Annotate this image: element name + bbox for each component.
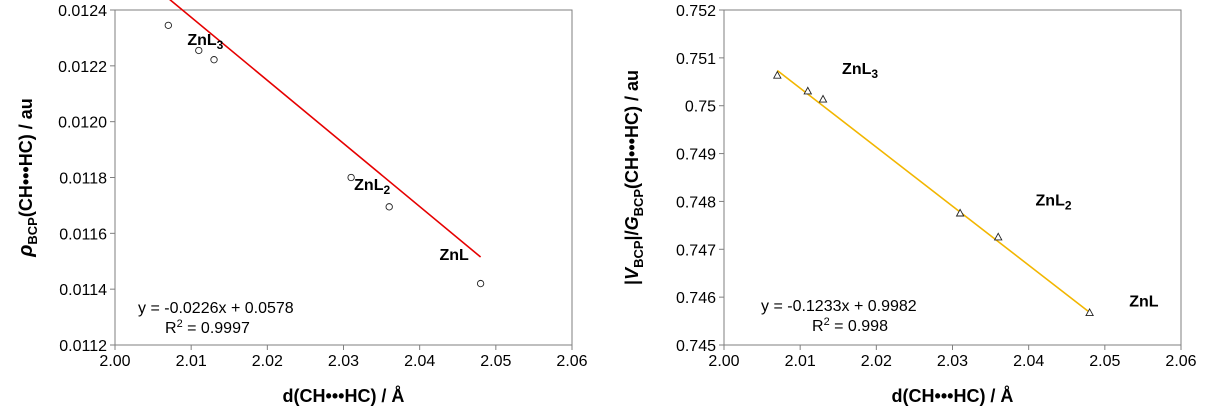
y-axis-title-g: G xyxy=(622,216,642,230)
data-point-triangle xyxy=(803,86,813,95)
data-point-circle xyxy=(210,56,218,64)
y-axis-title-v-subscript: BCP xyxy=(631,240,646,268)
fit-line xyxy=(169,0,482,258)
chart-rho-svg: 2.00 2.01 2.02 2.03 2.04 2.05 2.06 0.0112 0.0114… xyxy=(15,0,588,406)
x-axis-title: d(CH•••HC) / Å xyxy=(892,386,1014,406)
r-squared: R2 = 0.998 xyxy=(812,316,888,335)
y-axis-title-rest: (CH•••HC) / au xyxy=(16,98,36,217)
x-tick-label: 2.00 xyxy=(99,353,130,370)
complex-label-subscript: 2 xyxy=(383,183,390,197)
chart-panel-rho: 2.00 2.01 2.02 2.03 2.04 2.05 2.06 0.0112 0.0114… xyxy=(0,0,600,410)
y-tick-label: 0.0124 xyxy=(58,3,107,20)
data-point-triangle xyxy=(818,94,828,103)
complex-label: ZnL xyxy=(439,247,469,264)
complex-label-base: ZnL xyxy=(439,247,469,264)
y-tick-label: 0.0118 xyxy=(59,171,107,188)
x-tick-label: 2.05 xyxy=(1089,353,1120,370)
x-tick-label: 2.01 xyxy=(785,353,816,370)
x-tick-label: 2.03 xyxy=(937,353,968,370)
complex-label-subscript: 2 xyxy=(1065,199,1072,213)
y-axis-title-v: V xyxy=(622,266,642,280)
r-squared-symbol: R xyxy=(812,318,824,335)
y-tick-label: 0.0114 xyxy=(59,282,107,299)
data-point-triangle xyxy=(772,70,782,79)
complex-label: ZnL xyxy=(1129,294,1159,311)
y-axis-title-separator: |/ xyxy=(622,230,642,240)
y-tick-label: 0.0116 xyxy=(59,226,107,243)
data-point-triangle xyxy=(955,208,965,217)
r-squared-superscript: 2 xyxy=(824,316,830,328)
y-tick-label: 0.747 xyxy=(676,242,716,259)
complex-label: ZnL2 xyxy=(1036,193,1072,213)
y-tick-label: 0.745 xyxy=(676,338,716,355)
regression-equation: y = -0.0226x + 0.0578 xyxy=(138,300,294,317)
plot-area-border xyxy=(723,9,1182,346)
y-tick-label: 0.749 xyxy=(676,147,716,164)
y-axis-title: ρBCP(CH•••HC) / au xyxy=(15,98,40,257)
r-squared-value: = 0.998 xyxy=(830,318,888,335)
y-tick-label: 0.748 xyxy=(676,194,716,211)
x-tick-label: 2.01 xyxy=(176,353,207,370)
x-tick-label: 2.02 xyxy=(252,353,283,370)
data-point-circle xyxy=(476,279,485,288)
data-point-circle xyxy=(195,46,203,55)
complex-label-base: ZnL xyxy=(842,61,872,78)
x-tick-label: 2.05 xyxy=(480,353,511,370)
complex-label: ZnL3 xyxy=(842,61,878,81)
complex-label-base: ZnL xyxy=(1036,193,1066,210)
plot-area-border xyxy=(114,9,573,346)
y-tick-label: 0.752 xyxy=(676,3,716,20)
data-point-triangle xyxy=(993,232,1003,241)
r-squared: R2 = 0.9997 xyxy=(165,318,250,337)
x-tick-label: 2.04 xyxy=(404,353,435,370)
r-squared-value: = 0.9997 xyxy=(183,320,250,337)
complex-label-base: ZnL xyxy=(187,32,217,49)
y-axis-title-g-subscript: BCP xyxy=(631,189,646,217)
y-axis-title-symbol: ρ xyxy=(15,245,37,258)
y-axis-title-rest: (CH•••HC) / au xyxy=(622,70,642,189)
y-axis-title-bar: | xyxy=(622,280,642,285)
y-tick-label: 0.0120 xyxy=(58,115,107,132)
x-tick-label: 2.03 xyxy=(328,353,359,370)
chart-panel-ratio: 2.00 2.01 2.02 2.03 2.04 2.05 2.06 0.745 0.746 0.… xyxy=(606,0,1206,410)
fit-line xyxy=(776,69,1091,314)
y-tick-label: 0.751 xyxy=(676,51,716,68)
x-axis-title: d(CH•••HC) / Å xyxy=(283,386,405,406)
y-tick-label: 0.0122 xyxy=(58,59,107,76)
x-tick-label: 2.06 xyxy=(1165,353,1196,370)
complex-label: ZnL2 xyxy=(354,177,390,197)
data-point-triangle xyxy=(1085,307,1094,316)
r-squared-symbol: R xyxy=(165,320,177,337)
r-squared-superscript: 2 xyxy=(177,318,183,330)
y-axis-title: |VBCP|/GBCP(CH•••HC) / au xyxy=(622,70,646,285)
data-point-circle xyxy=(347,173,355,182)
regression-equation: y = -0.1233x + 0.9982 xyxy=(761,298,917,315)
x-tick-label: 2.04 xyxy=(1013,353,1044,370)
x-tick-label: 2.00 xyxy=(708,353,739,370)
y-tick-label: 0.75 xyxy=(685,99,716,116)
chart-ratio-svg: 2.00 2.01 2.02 2.03 2.04 2.05 2.06 0.745 0.746 0.… xyxy=(622,3,1197,406)
complex-label-subscript: 3 xyxy=(217,38,224,52)
data-point-circle xyxy=(385,203,393,211)
y-tick-label: 0.0112 xyxy=(59,338,107,355)
complex-label-base: ZnL xyxy=(354,177,384,194)
data-point-circle xyxy=(164,21,172,30)
x-tick-label: 2.02 xyxy=(861,353,892,370)
complex-label: ZnL3 xyxy=(187,32,223,52)
complex-label-subscript: 3 xyxy=(871,67,878,81)
y-axis-title-subscript: BCP xyxy=(25,217,40,245)
y-tick-label: 0.746 xyxy=(676,290,716,307)
x-tick-label: 2.06 xyxy=(556,353,587,370)
complex-label-base: ZnL xyxy=(1129,294,1159,311)
